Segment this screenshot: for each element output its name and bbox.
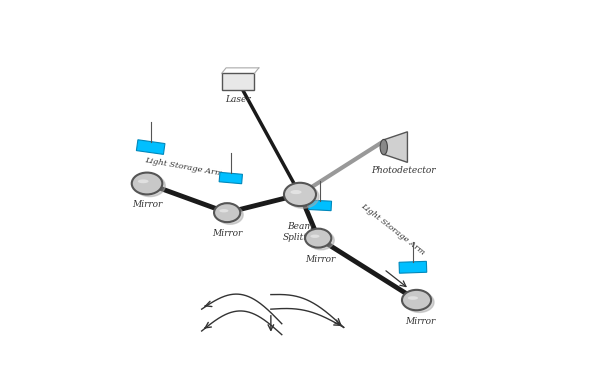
Ellipse shape <box>132 172 163 195</box>
Text: Mirror: Mirror <box>405 317 436 326</box>
Ellipse shape <box>305 229 331 248</box>
Ellipse shape <box>134 175 165 197</box>
Polygon shape <box>384 132 407 162</box>
Ellipse shape <box>287 185 319 208</box>
Ellipse shape <box>402 290 431 310</box>
Ellipse shape <box>138 179 149 183</box>
FancyBboxPatch shape <box>399 261 427 273</box>
Ellipse shape <box>310 235 320 238</box>
Text: Mirror: Mirror <box>212 229 242 238</box>
Text: Light Storage Arm: Light Storage Arm <box>359 201 427 257</box>
Text: Mirror: Mirror <box>132 200 162 209</box>
FancyBboxPatch shape <box>136 140 165 155</box>
Ellipse shape <box>405 292 434 312</box>
FancyBboxPatch shape <box>308 200 332 211</box>
Text: Laser: Laser <box>225 95 251 103</box>
Text: Mirror: Mirror <box>305 255 335 264</box>
FancyBboxPatch shape <box>219 172 242 184</box>
Ellipse shape <box>284 183 316 206</box>
Ellipse shape <box>290 190 302 194</box>
Text: Light Storage Arm: Light Storage Arm <box>144 157 223 178</box>
Ellipse shape <box>219 209 229 212</box>
Ellipse shape <box>408 296 418 300</box>
Text: Beam
Splitter: Beam Splitter <box>283 222 317 242</box>
Ellipse shape <box>214 203 240 222</box>
Ellipse shape <box>308 231 334 250</box>
Ellipse shape <box>380 139 388 155</box>
Text: Photodetector: Photodetector <box>371 166 436 175</box>
Ellipse shape <box>217 206 243 224</box>
FancyBboxPatch shape <box>221 73 254 90</box>
